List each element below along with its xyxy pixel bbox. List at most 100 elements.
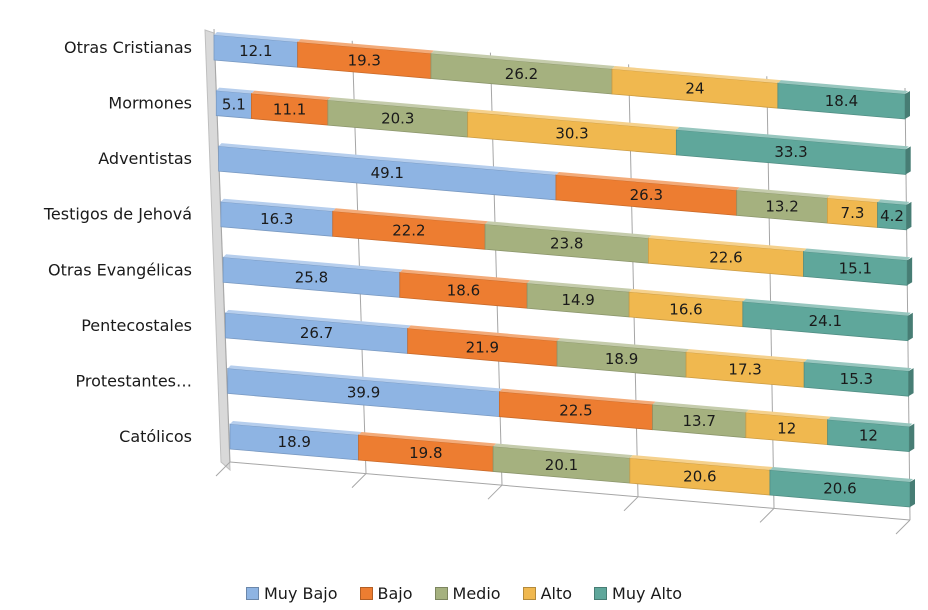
value-label: 4.2	[880, 207, 904, 225]
category-label: Adventistas	[98, 149, 192, 168]
bar-segment-top	[877, 199, 910, 205]
value-label: 7.3	[841, 204, 865, 222]
value-label: 39.9	[347, 384, 380, 402]
bar-segment-top	[225, 309, 411, 329]
value-label: 15.1	[839, 259, 872, 277]
legend-swatch	[594, 587, 608, 600]
bar-segment-top	[736, 187, 831, 199]
value-label: 13.2	[765, 198, 798, 216]
legend-label: Muy Bajo	[264, 584, 338, 603]
chart-legend: Muy Bajo Bajo Medio Alto Muy Alto	[0, 584, 928, 603]
value-label: 19.3	[348, 51, 381, 69]
bar-segment-top	[223, 254, 403, 273]
value-label: 33.3	[774, 143, 807, 161]
category-label: Otras Cristianas	[64, 38, 192, 57]
bar-segment-top	[220, 198, 336, 212]
value-label: 21.9	[466, 338, 499, 356]
value-label: 22.2	[392, 221, 425, 239]
floor-tick	[351, 473, 367, 488]
value-label: 30.3	[555, 124, 588, 142]
category-label: Otras Evangélicas	[48, 260, 192, 279]
bar-segment-top	[629, 455, 773, 471]
bar-segment-top	[527, 280, 633, 292]
bar-segment-top	[652, 401, 749, 413]
bar-segment-top	[332, 208, 489, 225]
value-label: 5.1	[222, 96, 246, 114]
bar-segment-top	[555, 171, 740, 191]
category-label: Mormones	[108, 94, 192, 113]
value-label: 20.1	[545, 456, 578, 474]
legend-swatch	[359, 587, 373, 600]
bar-segment-top	[467, 109, 680, 130]
bar-segment-top	[327, 97, 471, 113]
value-label: 18.4	[825, 92, 858, 110]
bar-segment-top	[430, 50, 616, 69]
bar-segment-top	[407, 325, 561, 342]
legend-label: Muy Alto	[612, 584, 682, 603]
chart-side-wall	[204, 29, 231, 472]
value-label: 22.5	[559, 402, 592, 420]
value-label: 20.3	[381, 110, 414, 128]
legend-item: Muy Bajo	[246, 584, 338, 603]
value-label: 15.3	[840, 370, 873, 388]
value-label: 12.1	[239, 42, 272, 60]
bar-segment-top	[399, 269, 531, 284]
bar-segment-top	[648, 235, 807, 252]
value-label: 22.6	[709, 248, 742, 266]
floor-tick	[895, 519, 911, 535]
bar-segment-top	[227, 365, 503, 392]
category-label: Protestantes…	[75, 371, 192, 390]
bar-segment-top	[769, 467, 913, 482]
value-label: 11.1	[273, 100, 306, 118]
value-label: 12	[777, 420, 796, 438]
value-label: 18.6	[447, 281, 480, 299]
bar-segment-top	[297, 39, 434, 54]
bar-segment-top	[485, 221, 652, 239]
bar-segment-top	[676, 126, 909, 150]
value-label: 16.6	[669, 300, 702, 318]
legend-item: Bajo	[359, 584, 413, 603]
legend-swatch	[434, 587, 448, 600]
bar-segment-top	[493, 443, 633, 459]
value-label: 26.7	[300, 324, 333, 342]
value-label: 18.9	[605, 350, 638, 368]
bar-end-cap	[907, 257, 913, 286]
value-label: 13.7	[683, 412, 716, 430]
category-label: Católicos	[119, 427, 192, 446]
bar-end-cap	[905, 146, 911, 175]
floor-edge	[229, 461, 911, 521]
value-label: 14.9	[561, 291, 594, 309]
legend-label: Medio	[452, 584, 501, 603]
bar-segment-top	[777, 80, 908, 94]
bar-segment-top	[803, 248, 911, 261]
value-label: 26.3	[630, 186, 663, 204]
bar-segment-top	[612, 65, 781, 84]
floor-tick	[623, 496, 639, 512]
value-label: 24	[685, 80, 704, 98]
value-label: 24.1	[809, 312, 842, 330]
legend-item: Muy Alto	[594, 584, 682, 603]
bar-segment-top	[804, 359, 912, 372]
bar-segment-top	[499, 388, 656, 405]
bar-end-cap	[905, 91, 910, 119]
bar-segment-top	[827, 416, 913, 427]
value-label: 49.1	[371, 164, 404, 182]
legend-swatch	[246, 587, 259, 600]
legend-item: Alto	[522, 584, 572, 603]
legend-swatch	[522, 587, 536, 600]
bar-segment-top	[251, 90, 331, 101]
value-label: 16.3	[260, 210, 293, 228]
bar-segment-top	[214, 32, 301, 43]
floor-tick	[215, 461, 231, 477]
bar-segment-top	[358, 431, 497, 447]
bar-segment-top	[745, 409, 831, 420]
bar-segment-top	[230, 421, 362, 435]
value-label: 12	[859, 427, 878, 445]
value-label: 19.8	[409, 444, 442, 462]
value-label: 23.8	[550, 235, 583, 253]
bar-segment-top	[218, 143, 559, 175]
value-label: 20.6	[823, 480, 856, 498]
floor-tick	[759, 508, 775, 523]
bar-segment-top	[629, 288, 746, 302]
bar-segment-top	[686, 349, 808, 363]
